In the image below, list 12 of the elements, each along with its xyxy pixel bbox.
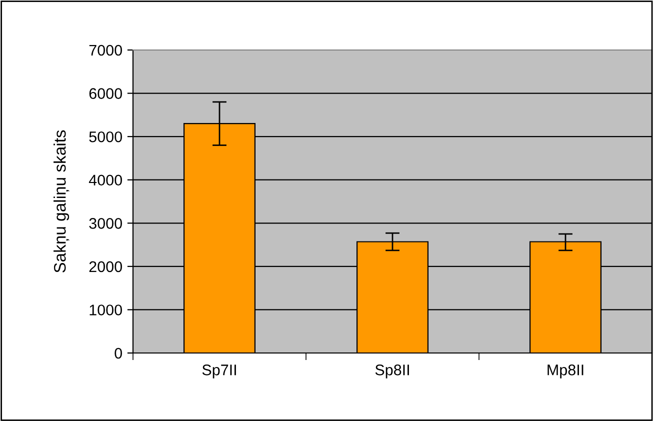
y-tick-label: 6000	[89, 88, 122, 99]
y-tick-label: 2000	[89, 261, 122, 272]
y-tick-label: 3000	[89, 218, 122, 229]
y-axis-title: Sakņu galiņu skaits	[54, 130, 70, 273]
y-tick-label: 0	[114, 348, 122, 359]
y-tick-label: 4000	[88, 174, 122, 186]
x-tick-label: Sp8II	[375, 364, 409, 378]
y-tick-label: 5000	[89, 131, 122, 142]
y-tick-label: 1000	[90, 304, 122, 316]
x-tick-label: Mp8II	[548, 364, 584, 378]
x-tick-label: Sp7II	[202, 364, 236, 378]
y-tick-label: 7000	[89, 44, 122, 56]
